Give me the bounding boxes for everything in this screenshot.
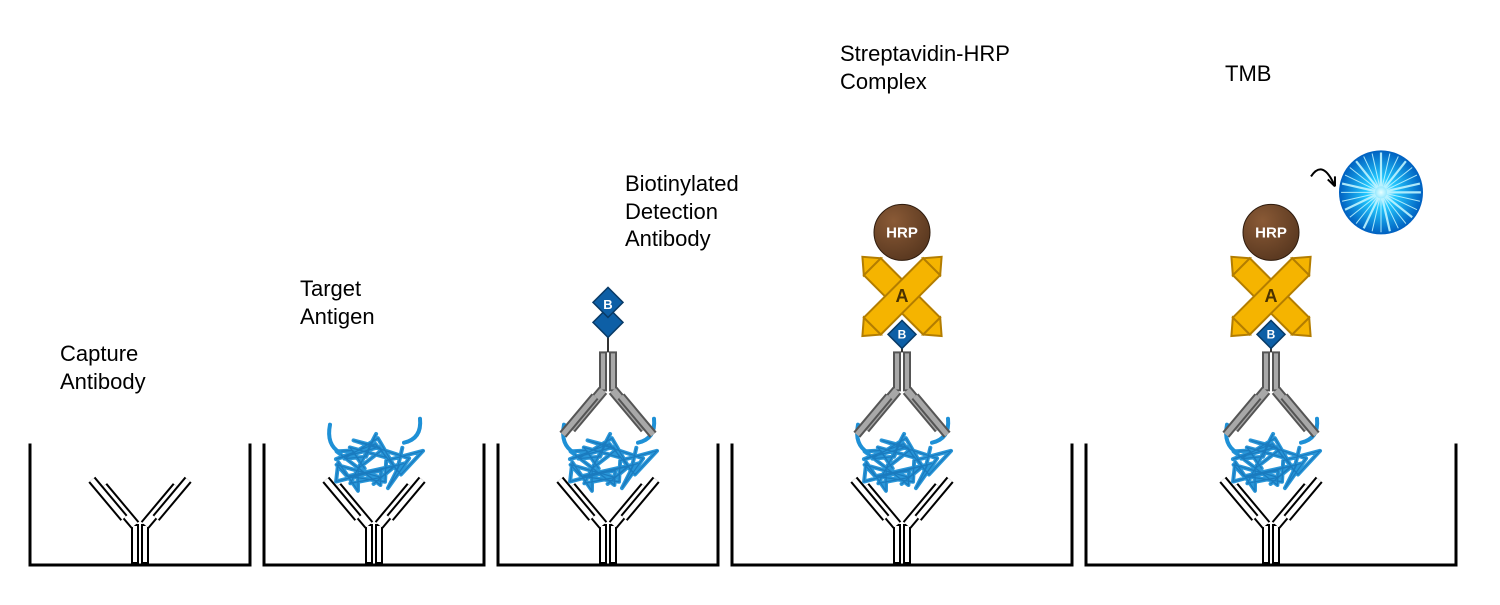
svg-text:HRP: HRP <box>1255 224 1287 241</box>
label-biotinylated: Biotinylated Detection Antibody <box>625 170 739 253</box>
capture-antibody-icon <box>92 480 188 563</box>
capture-antibody-icon <box>560 480 656 563</box>
hrp-icon: HRP <box>874 204 930 260</box>
label-tmb: TMB <box>1225 60 1271 88</box>
diagram-svg: BABHRPABHRP <box>0 0 1500 600</box>
well-outline <box>498 445 718 565</box>
label-target-antigen: Target Antigen <box>300 275 375 330</box>
streptavidin-icon: AB <box>1223 248 1319 348</box>
antigen-icon <box>329 419 423 491</box>
detection-antibody-icon <box>563 352 653 434</box>
well-outline <box>264 445 484 565</box>
svg-text:A: A <box>896 286 909 306</box>
capture-antibody-icon <box>1223 480 1319 563</box>
arrow-icon <box>1311 169 1335 186</box>
svg-text:B: B <box>603 297 612 312</box>
detection-antibody-icon <box>1226 352 1316 434</box>
capture-antibody-icon <box>854 480 950 563</box>
streptavidin-icon: AB <box>854 248 950 348</box>
well-outline <box>30 445 250 565</box>
tmb-signal-icon <box>1339 150 1423 234</box>
label-capture-antibody: Capture Antibody <box>60 340 146 395</box>
svg-text:B: B <box>1267 328 1276 342</box>
svg-text:A: A <box>1265 286 1278 306</box>
svg-text:HRP: HRP <box>886 224 918 241</box>
svg-text:B: B <box>898 328 907 342</box>
detection-antibody-icon <box>857 352 947 434</box>
well-outline <box>1086 445 1456 565</box>
well-outline <box>732 445 1072 565</box>
elisa-diagram: BABHRPABHRP Capture Antibody Target Anti… <box>0 0 1500 600</box>
hrp-icon: HRP <box>1243 204 1299 260</box>
capture-antibody-icon <box>326 480 422 563</box>
biotin-icon: B <box>593 287 623 337</box>
label-strep-hrp: Streptavidin-HRP Complex <box>840 40 1010 95</box>
